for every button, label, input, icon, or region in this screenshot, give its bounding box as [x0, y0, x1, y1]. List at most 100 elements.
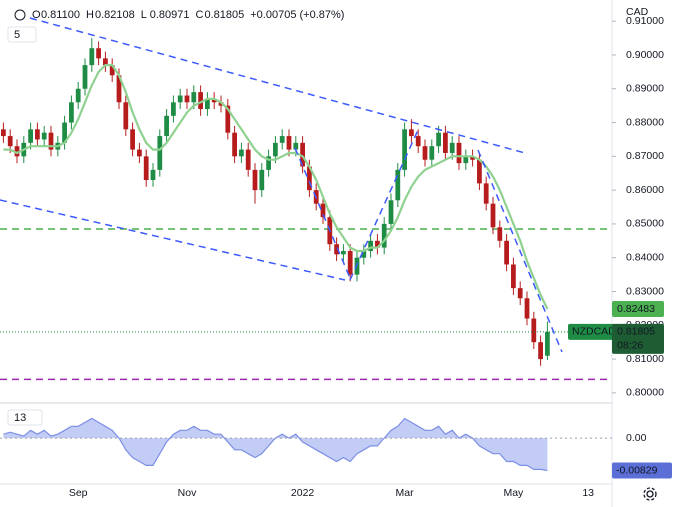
- candle-body: [48, 132, 54, 150]
- candle-body: [198, 92, 203, 110]
- candle-body: [109, 65, 115, 76]
- oscillator-area: [3, 418, 548, 471]
- candle-body: [456, 142, 462, 164]
- trendlines: [0, 17, 563, 353]
- candle-body: [116, 75, 122, 103]
- y-tick-label: 0.91000: [626, 15, 664, 27]
- candle-body: [368, 240, 373, 251]
- candle-body: [177, 95, 183, 103]
- candle-body: [273, 142, 278, 157]
- candle-body: [259, 169, 265, 191]
- symbol-icon: [14, 9, 26, 21]
- candle-body: [218, 102, 224, 106]
- header-value: 0.80971: [150, 9, 190, 21]
- trendline: [349, 129, 419, 281]
- candle-body: [211, 98, 217, 103]
- candle-body: [123, 102, 129, 130]
- y-tick-label: 0.84000: [626, 251, 664, 263]
- candle-body: [477, 159, 482, 184]
- settings-icon[interactable]: [643, 487, 657, 501]
- y-tick-label: 0.85000: [626, 218, 664, 230]
- candle-body: [463, 156, 469, 164]
- candle-body: [293, 142, 299, 150]
- x-tick-label: Mar: [396, 487, 415, 499]
- candle-body: [75, 88, 81, 103]
- candle-body: [415, 136, 421, 147]
- candle-body: [381, 223, 387, 248]
- x-tick-label: Sep: [69, 487, 88, 499]
- osc-tick-label: 0.00: [626, 432, 647, 444]
- header-value: 0.81100: [41, 9, 80, 21]
- candle-body: [62, 122, 67, 143]
- candle-body: [545, 331, 550, 356]
- osc-period: 13: [14, 412, 26, 424]
- y-tick-label: 0.88000: [626, 116, 664, 128]
- plot-area: [0, 38, 612, 472]
- symbol-tag: [568, 323, 614, 340]
- candle-body: [1, 129, 6, 137]
- candle-body: [395, 169, 401, 201]
- candle-body: [266, 156, 271, 170]
- candle-body: [436, 132, 441, 147]
- candle-body: [14, 146, 20, 157]
- trendline: [477, 149, 563, 353]
- osc-tag: [612, 462, 672, 479]
- x-tick-label: 13: [582, 487, 594, 499]
- osc-legend-box: [7, 409, 43, 426]
- price-tag-label: 0.81805: [617, 326, 655, 338]
- ma-tag-label: 0.82483: [617, 303, 655, 315]
- candle-body: [470, 156, 475, 160]
- osc-tag-label: -0.00829: [616, 464, 658, 476]
- y-tick-label: 0.83000: [626, 285, 664, 297]
- y-tick-label: 0.89000: [626, 83, 664, 95]
- candle-body: [184, 95, 190, 103]
- candle-body: [334, 244, 339, 255]
- candle-body: [7, 136, 13, 147]
- ma-period: 5: [14, 29, 20, 41]
- candle-body: [422, 146, 428, 160]
- candle-body: [341, 250, 346, 255]
- y-tick-label: 0.81000: [626, 353, 664, 365]
- candle-body: [497, 227, 503, 241]
- candle-body: [82, 65, 88, 89]
- candle-body: [191, 92, 197, 103]
- header-label: H: [86, 9, 94, 21]
- y-tick-label: 0.87000: [626, 150, 664, 162]
- candle-body: [307, 166, 312, 191]
- symbol-tag-label: NZDCAD: [572, 326, 616, 338]
- ma-legend-box: [7, 26, 37, 43]
- candle-body: [504, 240, 509, 265]
- moving-average: [3, 63, 549, 310]
- price-tag: [612, 323, 664, 354]
- candle-body: [96, 48, 101, 59]
- countdown: 08:26: [617, 340, 643, 352]
- candle-body: [35, 129, 40, 140]
- x-tick-label: May: [503, 487, 524, 499]
- candle-body: [443, 132, 448, 153]
- candle-body: [239, 149, 244, 157]
- ma-tag: [612, 300, 664, 317]
- candle-body: [449, 142, 455, 153]
- y-tick-label: 0.90000: [626, 49, 664, 61]
- candle-body: [232, 132, 237, 157]
- candle-body: [245, 149, 251, 170]
- candle-body: [409, 129, 414, 137]
- candle-body: [150, 169, 156, 180]
- candle-body: [517, 288, 523, 299]
- candle-body: [531, 318, 537, 343]
- header-value: 0.82108: [95, 9, 135, 21]
- candle-body: [89, 48, 95, 66]
- candle-body: [157, 136, 163, 170]
- currency: CAD: [626, 6, 649, 18]
- candle-body: [137, 149, 142, 157]
- candle-body: [429, 146, 435, 160]
- header-label: C: [195, 9, 203, 21]
- trendline: [29, 17, 526, 154]
- y-tick-label: 0.86000: [626, 184, 664, 196]
- header-value: +0.00705 (+0.87%): [250, 9, 344, 21]
- candle-body: [205, 98, 210, 110]
- candle-body: [524, 298, 530, 319]
- candle-body: [361, 250, 367, 258]
- candle-body: [490, 203, 496, 228]
- candle-body: [347, 250, 353, 275]
